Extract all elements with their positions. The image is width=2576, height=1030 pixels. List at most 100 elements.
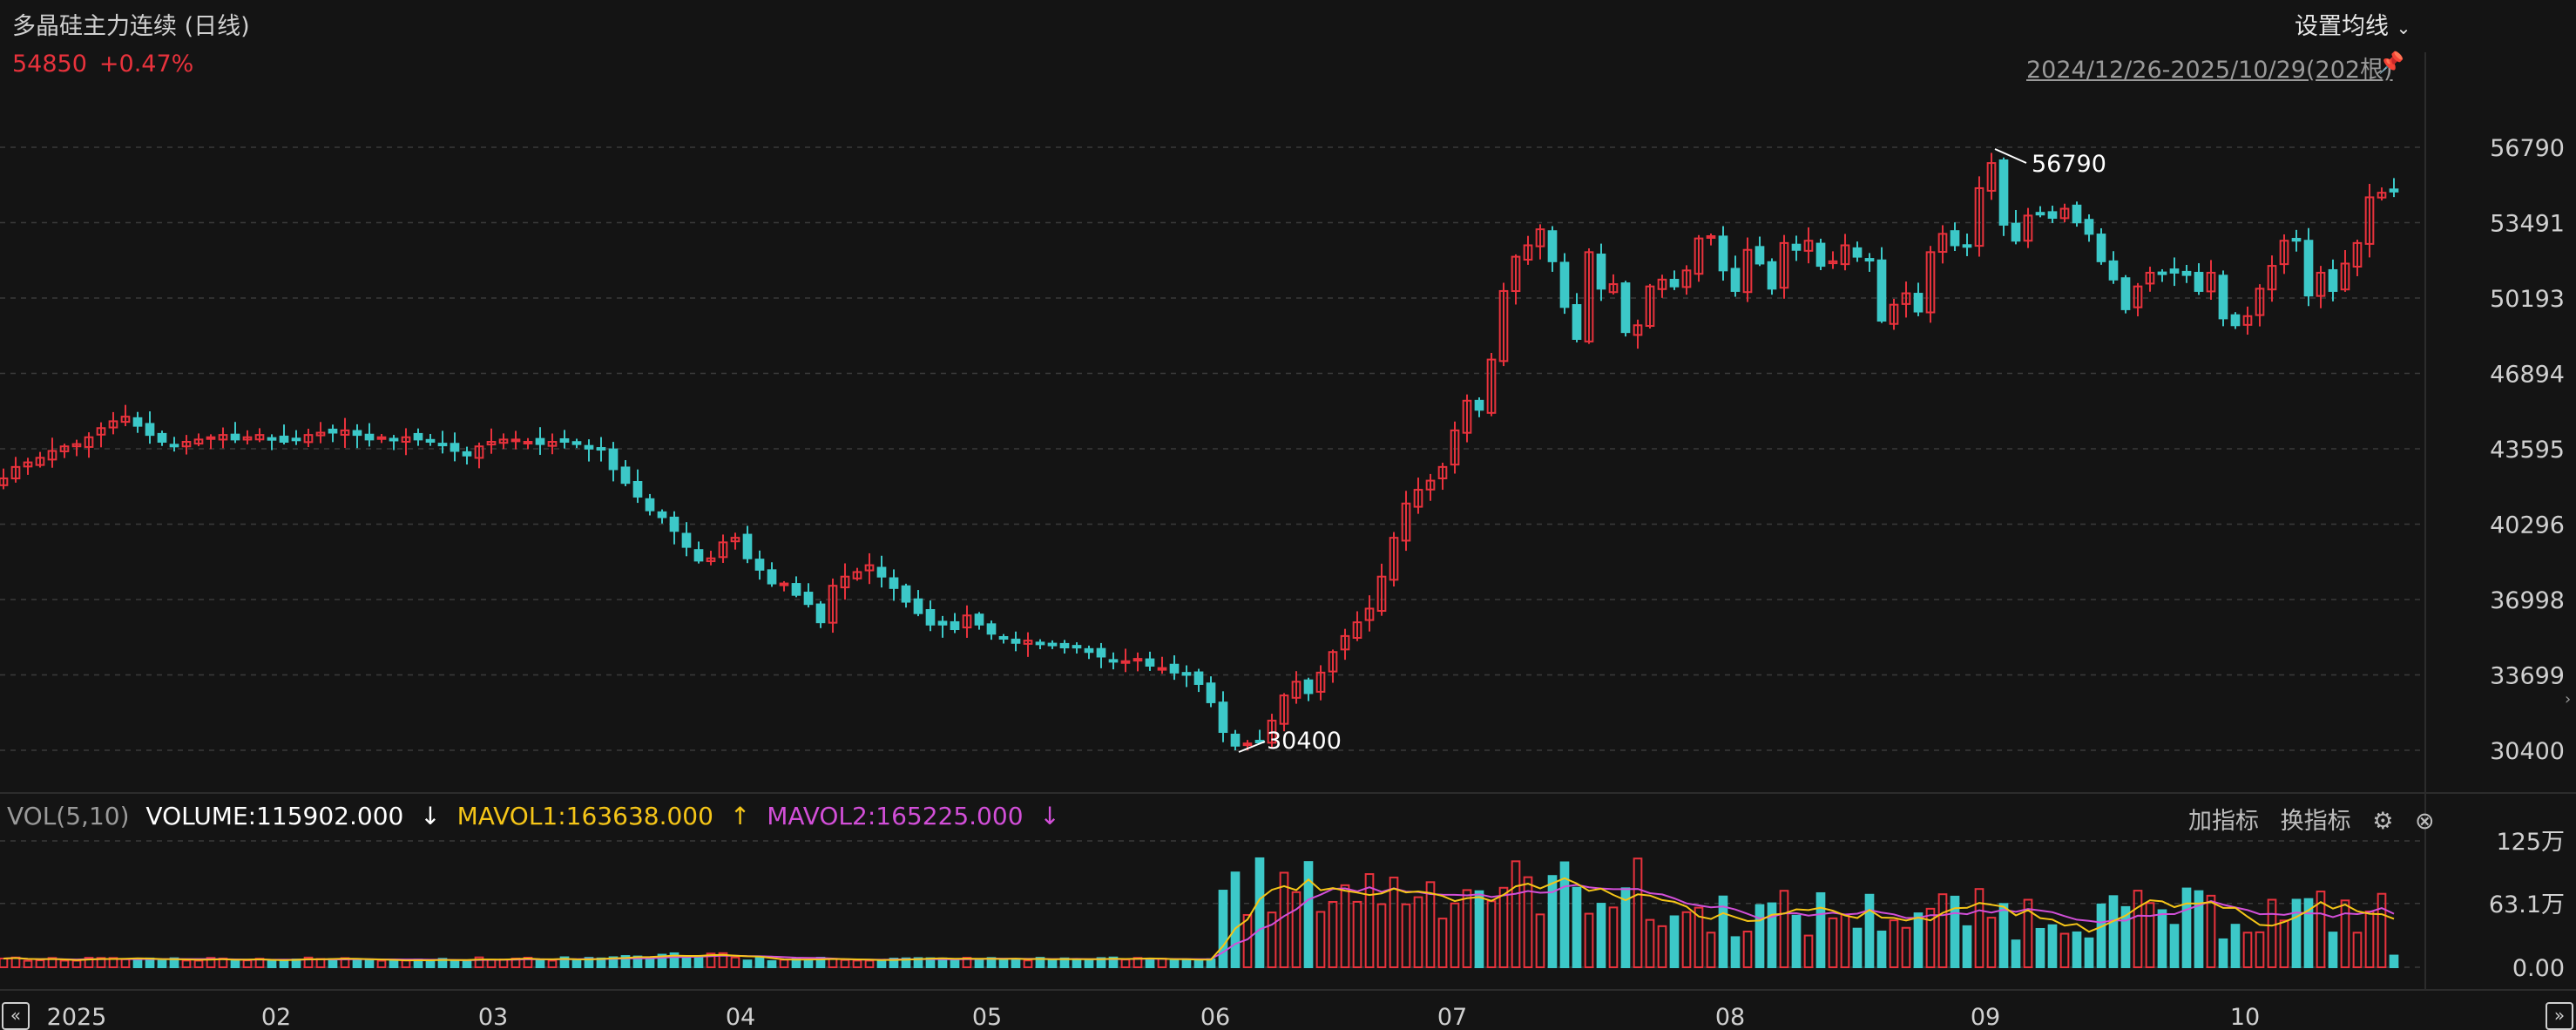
volume-bar	[1169, 959, 1180, 968]
volume-bar	[998, 959, 1009, 968]
volume-bar	[486, 959, 497, 968]
candle-body	[2218, 274, 2228, 320]
volume-bar	[108, 957, 118, 969]
candle-body	[254, 434, 265, 441]
candle-body	[474, 445, 484, 459]
ma-setting-button[interactable]: 设置均线 ⌄	[2295, 7, 2410, 41]
volume-bar	[620, 955, 631, 969]
candle-body	[1998, 159, 2009, 226]
add-indicator-button[interactable]: 加指标	[2188, 808, 2259, 835]
candle-body	[779, 582, 789, 586]
volume-bar	[2096, 903, 2106, 969]
candle-body	[1401, 502, 1411, 542]
x-tick-label: 06	[1200, 1004, 1230, 1029]
volume-bar	[2181, 887, 2192, 968]
candle-body	[1389, 537, 1399, 581]
volume-bar	[2047, 924, 2058, 969]
gear-icon[interactable]: ⚙	[2372, 808, 2394, 835]
volume-value: VOLUME:115902.000	[145, 802, 404, 830]
candle-body	[1047, 642, 1058, 647]
pin-icon[interactable]: 📌	[2378, 51, 2404, 75]
volume-bar	[2255, 931, 2265, 969]
date-range-link[interactable]: 2024/12/26-2025/10/29(202根)	[2026, 57, 2393, 84]
candle-body	[193, 438, 204, 445]
candle-body	[1755, 246, 1765, 265]
volume-bar	[1303, 861, 1314, 969]
candle-body	[864, 564, 875, 572]
candle-body	[1742, 248, 1753, 294]
candle-body	[1669, 278, 1680, 288]
candle-body	[2340, 262, 2350, 291]
candle-body	[852, 571, 862, 579]
volume-bar	[840, 959, 850, 968]
candle-body	[1681, 269, 1692, 288]
candle-body	[1657, 278, 1667, 290]
volume-bar	[1974, 888, 1984, 968]
volume-bar	[828, 958, 838, 969]
candle-body	[1596, 253, 1606, 290]
candle-body	[889, 577, 899, 589]
volume-bar	[437, 958, 448, 969]
double-chevron-right-icon[interactable]: »	[2546, 1002, 2573, 1030]
volume-bar	[1511, 860, 1521, 968]
mavol2-value: MAVOL2:165225.000	[767, 802, 1024, 830]
volume-bar	[2291, 898, 2302, 968]
price-tick-label: 46894	[2490, 361, 2565, 388]
volume-bar	[1694, 906, 1704, 968]
volume-bar	[2230, 924, 2241, 969]
volume-bar	[1145, 959, 1155, 968]
switch-indicator-button[interactable]: 换指标	[2280, 808, 2351, 835]
candle-body	[1035, 641, 1045, 646]
candle-body	[1523, 244, 1533, 261]
volume-bar	[1181, 958, 1192, 969]
candle-body	[547, 441, 558, 447]
volume-bar	[59, 959, 70, 969]
volume-bar	[1633, 857, 1643, 968]
candle-body	[1486, 358, 1497, 414]
candle-body	[437, 443, 448, 447]
candle-body	[389, 437, 399, 442]
volume-bar	[230, 960, 240, 968]
candle-body	[23, 461, 33, 468]
candle-body	[925, 608, 936, 626]
candle-body	[1011, 638, 1021, 644]
volume-bar	[1645, 918, 1655, 968]
volume-bar	[2364, 910, 2375, 968]
volume-bar	[120, 958, 131, 968]
volume-bar	[1779, 890, 1789, 969]
volume-bar	[2157, 909, 2167, 968]
volume-bar	[1437, 918, 1448, 968]
volume-bar	[1474, 890, 1484, 969]
volume-bar	[1791, 914, 1802, 968]
candle-body	[303, 434, 314, 444]
close-icon[interactable]: ⊗	[2415, 808, 2435, 835]
candle-body	[1267, 719, 1277, 744]
volume-bar	[1852, 927, 1863, 968]
volume-bar	[2023, 898, 2033, 969]
last-price: 54850	[12, 51, 87, 78]
volume-tick-label: 0.00	[2512, 955, 2565, 982]
volume-bar	[2303, 898, 2314, 968]
candle-body	[1608, 283, 1619, 294]
volume-bar	[96, 957, 106, 968]
volume-bar	[1389, 877, 1399, 968]
volume-bar	[1840, 913, 1850, 968]
candle-body	[2059, 207, 2070, 220]
volume-bar	[1084, 959, 1094, 968]
candle-body	[364, 433, 375, 441]
vol-indicator-label[interactable]: VOL(5,10)	[7, 802, 130, 830]
volume-bar	[1120, 959, 1131, 969]
volume-bar	[1913, 912, 1924, 969]
chevron-right-icon[interactable]: ›	[2565, 690, 2572, 708]
candle-body	[1852, 247, 1863, 258]
volume-bar	[71, 959, 82, 969]
candle-body	[47, 450, 57, 461]
candle-body	[279, 435, 289, 444]
candle-body	[1084, 647, 1094, 654]
volume-bar	[1157, 958, 1167, 968]
volume-bar	[1047, 959, 1058, 969]
double-chevron-left-icon[interactable]: «	[2, 1002, 30, 1030]
mavol2-arrow: ↓	[1039, 802, 1060, 830]
candle-body	[742, 533, 753, 559]
volume-bar	[1706, 932, 1716, 968]
